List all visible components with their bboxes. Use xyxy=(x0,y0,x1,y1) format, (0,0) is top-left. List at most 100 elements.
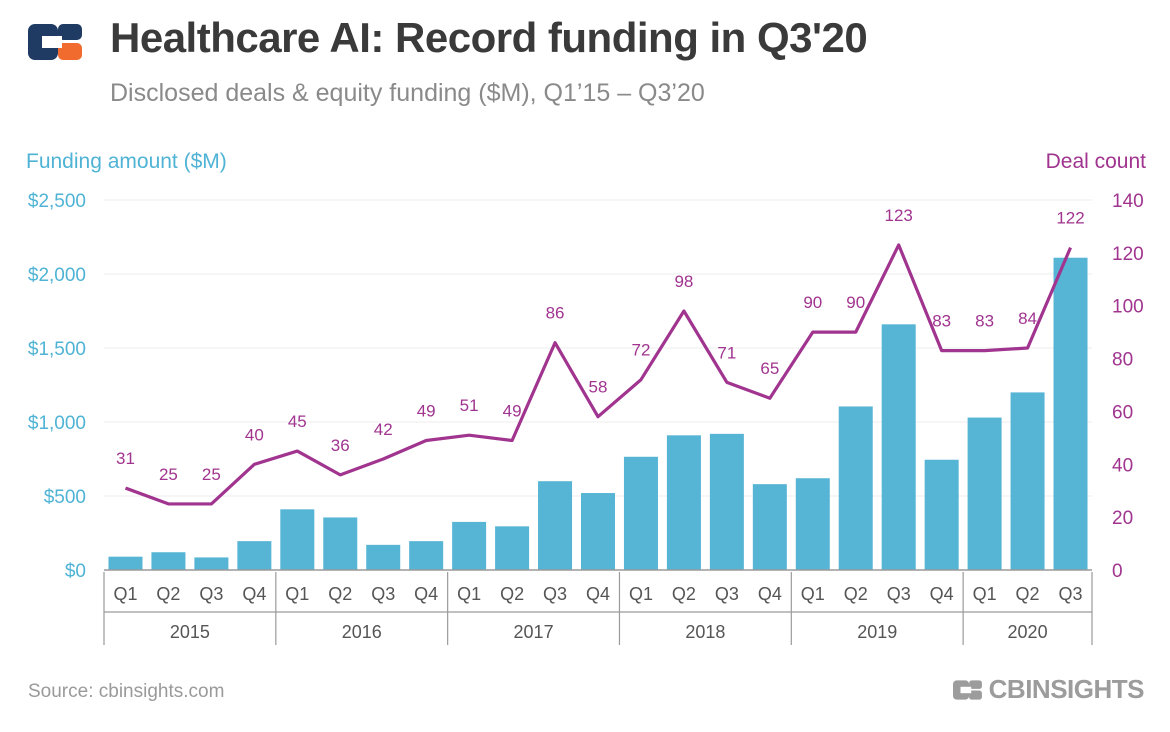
brand-logo: CBINSIGHTS xyxy=(952,674,1145,705)
deal-count-label: 98 xyxy=(674,272,693,291)
right-tick-label: 120 xyxy=(1112,244,1144,265)
right-tick-label: 0 xyxy=(1112,561,1123,582)
year-label: 2017 xyxy=(514,622,554,642)
deal-count-line xyxy=(124,243,1072,506)
quarter-tick-label: Q3 xyxy=(371,584,395,604)
deal-count-label: 86 xyxy=(546,304,565,323)
year-label: 2016 xyxy=(342,622,382,642)
deal-count-label: 58 xyxy=(589,378,608,397)
funding-bar xyxy=(1010,392,1045,570)
funding-bar xyxy=(194,557,229,570)
quarter-tick-label: Q4 xyxy=(586,584,610,604)
quarter-tick-label: Q1 xyxy=(113,584,137,604)
right-tick-label: 100 xyxy=(1112,297,1144,318)
deal-count-label: 45 xyxy=(288,412,307,431)
deal-count-label: 49 xyxy=(417,402,436,421)
funding-bar xyxy=(409,541,444,570)
deal-count-label: 83 xyxy=(932,312,951,331)
funding-bar xyxy=(108,556,143,570)
funding-bar xyxy=(366,544,401,570)
funding-bar xyxy=(495,526,530,570)
quarter-tick-label: Q2 xyxy=(1016,584,1040,604)
funding-bar xyxy=(538,481,573,570)
deal-count-label: 72 xyxy=(631,341,650,360)
deal-count-label: 84 xyxy=(1018,309,1037,328)
axes: $0 $500 $1,000 $1,500 $2,000 $2,500 0 20 40 60 80 1… xyxy=(28,191,1144,645)
cb-insights-small-logo xyxy=(952,679,982,700)
quarter-tick-label: Q2 xyxy=(844,584,868,604)
funding-bar xyxy=(581,493,615,570)
quarter-tick-label: Q4 xyxy=(758,584,782,604)
left-tick-label: $1,500 xyxy=(28,339,86,360)
quarter-tick-label: Q2 xyxy=(500,584,524,604)
quarter-tick-label: Q3 xyxy=(715,584,739,604)
line-data-labels: 31 25 25 40 45 36 42 49 51 49 86 58 72 98 71 65 90 90 123 8… xyxy=(116,206,1085,484)
funding-bar xyxy=(967,417,1002,570)
right-tick-label: 80 xyxy=(1112,350,1133,371)
funding-bar xyxy=(323,517,358,570)
deal-count-label: 123 xyxy=(885,206,913,225)
funding-bar xyxy=(151,552,186,570)
funding-bar xyxy=(1053,257,1088,570)
funding-bar xyxy=(881,324,916,570)
bar-series xyxy=(108,257,1088,570)
funding-bar xyxy=(280,509,315,570)
right-tick-label: 60 xyxy=(1112,402,1133,423)
right-tick-label: 140 xyxy=(1112,191,1144,212)
cb-insights-logo xyxy=(28,24,82,60)
right-tick-label: 20 xyxy=(1112,508,1133,529)
year-label: 2018 xyxy=(685,622,725,642)
deal-count-label: 31 xyxy=(116,449,135,468)
funding-bar xyxy=(795,478,830,570)
left-tick-label: $500 xyxy=(44,487,86,508)
deal-count-label: 49 xyxy=(503,402,522,421)
funding-bar xyxy=(838,406,873,570)
funding-bar xyxy=(752,484,787,570)
source-note: Source: cbinsights.com xyxy=(28,681,225,702)
funding-bar xyxy=(452,521,487,570)
quarter-tick-label: Q2 xyxy=(672,584,696,604)
quarter-tick-label: Q2 xyxy=(156,584,180,604)
quarter-tick-label: Q1 xyxy=(457,584,481,604)
deal-count-label: 90 xyxy=(803,293,822,312)
deal-count-label: 122 xyxy=(1056,209,1084,228)
quarter-tick-label: Q1 xyxy=(973,584,997,604)
deal-count-label: 40 xyxy=(245,425,264,444)
quarter-tick-label: Q4 xyxy=(242,584,266,604)
funding-bar xyxy=(623,456,658,570)
deal-count-label: 71 xyxy=(717,343,736,362)
line-series xyxy=(124,243,1072,506)
quarter-tick-label: Q2 xyxy=(328,584,352,604)
year-label: 2020 xyxy=(1008,622,1048,642)
deal-count-label: 42 xyxy=(374,420,393,439)
chart-title: Healthcare AI: Record funding in Q3'20 xyxy=(110,14,868,61)
funding-bar xyxy=(666,435,701,570)
deal-count-label: 83 xyxy=(975,312,994,331)
deal-count-label: 25 xyxy=(202,465,221,484)
brand-name: CBINSIGHTS xyxy=(988,674,1145,704)
right-axis-title: Deal count xyxy=(1046,150,1147,173)
grid-lines xyxy=(104,199,1092,497)
left-tick-label: $2,000 xyxy=(28,265,86,286)
quarter-tick-label: Q4 xyxy=(414,584,438,604)
quarter-tick-label: Q1 xyxy=(629,584,653,604)
left-tick-label: $2,500 xyxy=(28,191,86,212)
quarter-tick-label: Q4 xyxy=(930,584,954,604)
quarter-tick-label: Q3 xyxy=(199,584,223,604)
quarter-tick-label: Q3 xyxy=(887,584,911,604)
left-axis-title: Funding amount ($M) xyxy=(26,150,227,173)
right-tick-label: 40 xyxy=(1112,455,1133,476)
funding-bar xyxy=(924,459,959,570)
deal-count-label: 90 xyxy=(846,293,865,312)
funding-bar xyxy=(237,541,272,570)
deal-count-label: 51 xyxy=(460,396,479,415)
left-tick-label: $1,000 xyxy=(28,413,86,434)
year-label: 2019 xyxy=(857,622,897,642)
year-label: 2015 xyxy=(170,622,210,642)
quarter-tick-label: Q1 xyxy=(801,584,825,604)
deal-count-label: 65 xyxy=(760,359,779,378)
left-tick-label: $0 xyxy=(65,561,86,582)
funding-bar xyxy=(709,433,744,570)
quarter-tick-label: Q1 xyxy=(285,584,309,604)
